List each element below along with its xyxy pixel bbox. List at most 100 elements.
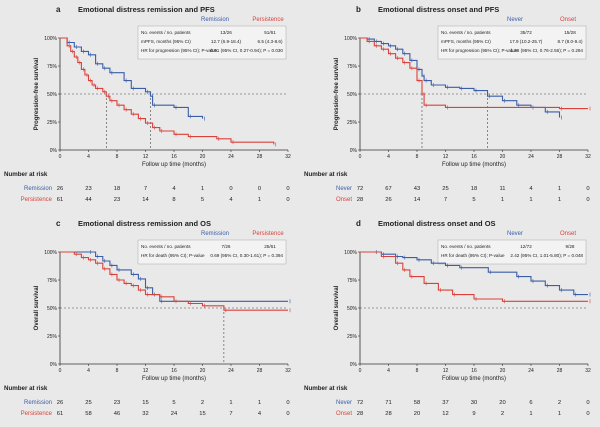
x-tick-label: 32: [585, 154, 591, 160]
y-tick-label: 100%: [44, 36, 57, 42]
risk-count: 1: [258, 400, 261, 406]
x-tick-label: 8: [116, 368, 119, 374]
chart-title: Emotional distress onset and PFS: [378, 5, 499, 14]
risk-count: 6: [529, 400, 532, 406]
risk-row-label: Never: [336, 186, 352, 192]
y-tick-label: 75%: [347, 278, 358, 284]
panel-b-onset-pfs: b Emotional distress onset and PFS Never On…: [300, 0, 600, 213]
panel-d-onset-os: d Emotional distress onset and OS Never Ons…: [300, 214, 600, 427]
stats-value: 1.38 (95% CI, 0.76-2.56); P = 0.294: [510, 48, 583, 53]
risk-row-label: Remission: [24, 400, 52, 406]
x-tick-label: 8: [116, 154, 119, 160]
chart-title: Emotional distress remission and PFS: [78, 5, 215, 14]
y-tick-label: 75%: [47, 64, 58, 70]
risk-count: 58: [414, 400, 420, 406]
x-tick-label: 4: [87, 368, 90, 374]
risk-count: 2: [501, 411, 504, 417]
risk-count: 18: [114, 186, 120, 192]
x-tick-label: 16: [171, 368, 177, 374]
risk-table-header: Number at risk: [4, 385, 48, 392]
x-tick-label: 8: [416, 368, 419, 374]
x-tick-label: 16: [471, 154, 477, 160]
km-chart-svg: c Emotional distress remission and OS Remi…: [4, 219, 291, 417]
risk-count: 0: [286, 400, 289, 406]
y-tick-label: 0%: [350, 148, 358, 154]
risk-count: 1: [558, 186, 561, 192]
risk-count: 67: [385, 186, 391, 192]
stats-value: 13/26: [220, 30, 232, 35]
risk-count: 71: [385, 400, 391, 406]
risk-count: 26: [57, 400, 63, 406]
stats-label: HR for progression (95% CI); P-value: [441, 48, 518, 53]
risk-count: 61: [57, 411, 63, 417]
x-tick-label: 24: [228, 154, 234, 160]
x-tick-label: 24: [228, 368, 234, 374]
risk-count: 28: [357, 197, 363, 203]
panel-a-remission-pfs: a Emotional distress remission and PFS Rem…: [0, 0, 300, 213]
risk-count: 23: [114, 400, 120, 406]
stats-label: HR for death (95% CI); P-value: [141, 253, 205, 258]
km-curve-never: [360, 251, 588, 296]
panel-letter: a: [56, 5, 61, 14]
risk-count: 0: [586, 197, 589, 203]
risk-count: 2: [201, 400, 204, 406]
risk-table-header: Number at risk: [304, 171, 348, 178]
y-tick-label: 25%: [47, 120, 58, 126]
risk-count: 1: [201, 186, 204, 192]
km-curve-persistence: [60, 251, 288, 311]
y-tick-label: 50%: [347, 92, 358, 98]
risk-count: 26: [57, 186, 63, 192]
stats-value: 35/72: [520, 30, 532, 35]
risk-count: 1: [229, 400, 232, 406]
risk-count: 37: [442, 400, 448, 406]
risk-count: 12: [442, 411, 448, 417]
x-axis-label: Follow up time (months): [442, 162, 506, 168]
panel-letter: d: [356, 219, 361, 228]
risk-count: 8: [172, 197, 175, 203]
x-tick-label: 20: [200, 154, 206, 160]
y-tick-label: 25%: [347, 120, 358, 126]
risk-count: 18: [471, 186, 477, 192]
risk-count: 20: [414, 411, 420, 417]
panel-letter: b: [356, 5, 361, 14]
risk-row-label: Persistence: [21, 411, 53, 417]
km-curve-remission: [60, 251, 288, 302]
km-chart-svg: a Emotional distress remission and PFS Rem…: [4, 5, 291, 203]
risk-count: 32: [142, 411, 148, 417]
x-tick-label: 16: [171, 154, 177, 160]
risk-count: 5: [201, 197, 204, 203]
risk-count: 5: [472, 197, 475, 203]
risk-count: 30: [471, 400, 477, 406]
risk-count: 0: [258, 186, 261, 192]
y-tick-label: 0%: [350, 362, 358, 368]
x-tick-label: 20: [500, 154, 506, 160]
risk-row-label: Onset: [336, 197, 352, 203]
risk-count: 28: [357, 411, 363, 417]
risk-count: 7: [444, 197, 447, 203]
stats-value: 8.7 (8.0-9.4): [557, 39, 582, 44]
risk-row-label: Remission: [24, 186, 52, 192]
stats-label: mPFS, months (95% CI): [441, 39, 491, 44]
stats-label: No. events / no. patients: [141, 30, 191, 35]
x-tick-label: 32: [285, 154, 291, 160]
stats-value: 0.51 (95% CI, 0.27-0.94); P = 0.030: [210, 48, 283, 53]
stats-value: 12/72: [520, 244, 532, 249]
risk-count: 23: [114, 197, 120, 203]
legend-entry: Remission: [201, 17, 229, 23]
risk-count: 4: [229, 197, 233, 203]
risk-count: 26: [385, 197, 391, 203]
risk-row-label: Onset: [336, 411, 352, 417]
risk-table-header: Number at risk: [4, 171, 48, 178]
risk-count: 4: [258, 411, 262, 417]
legend-entry: Never: [507, 231, 523, 237]
x-tick-label: 0: [359, 368, 362, 374]
stats-value: 0.69 (95% CI, 0.30-1.61); P = 0.394: [210, 253, 283, 258]
risk-row-label: Persistence: [21, 197, 53, 203]
x-tick-label: 4: [387, 154, 390, 160]
risk-count: 23: [85, 186, 91, 192]
y-axis-label: Overall survival: [34, 285, 40, 330]
stats-label: HR for progression (95% CI); P-value: [141, 48, 218, 53]
x-axis-label: Follow up time (months): [142, 376, 206, 382]
x-tick-label: 32: [585, 368, 591, 374]
x-tick-label: 20: [500, 368, 506, 374]
